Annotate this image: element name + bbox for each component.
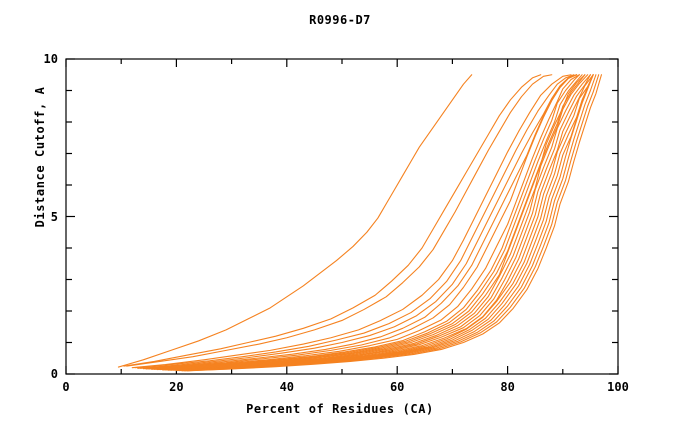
axis-frame [65,58,619,375]
y-tick-label: 10 [43,52,58,66]
chart-title: R0996-D7 [309,13,371,27]
data-curve [170,74,594,371]
x-tick-label: 0 [62,380,70,394]
y-tick-label: 5 [50,209,58,224]
data-curves [117,74,602,372]
data-curve [175,74,594,372]
x-tick-label: 80 [500,380,515,394]
x-tick-label: 20 [169,380,184,394]
data-curve [153,74,586,370]
x-axis-label: Percent of Residues (CA) [246,402,434,416]
data-curve [156,74,586,371]
data-curve [164,74,591,371]
data-curve [186,74,602,372]
data-curve [181,74,597,372]
data-curve [148,74,580,370]
axis-ticks [65,58,619,375]
data-curve [139,74,578,369]
data-curve [117,74,473,368]
data-curve [126,74,553,367]
data-curve [134,74,575,369]
data-curve [131,74,572,369]
x-tick-label: 100 [607,380,629,394]
data-curve [167,74,594,371]
x-tick-label: 40 [279,380,295,394]
y-axis-label: Distance Cutoff, A [33,86,47,228]
data-curve [145,74,580,370]
data-curve [159,74,589,371]
data-curve [173,74,594,371]
x-tick-label: 60 [389,380,405,394]
data-curve [184,74,600,372]
data-curve [137,74,578,369]
y-tick-label: 0 [50,367,58,381]
data-curve [142,74,578,370]
data-curve [151,74,583,370]
data-curve [123,74,542,367]
data-curve [178,74,594,372]
data-curve [162,74,591,371]
